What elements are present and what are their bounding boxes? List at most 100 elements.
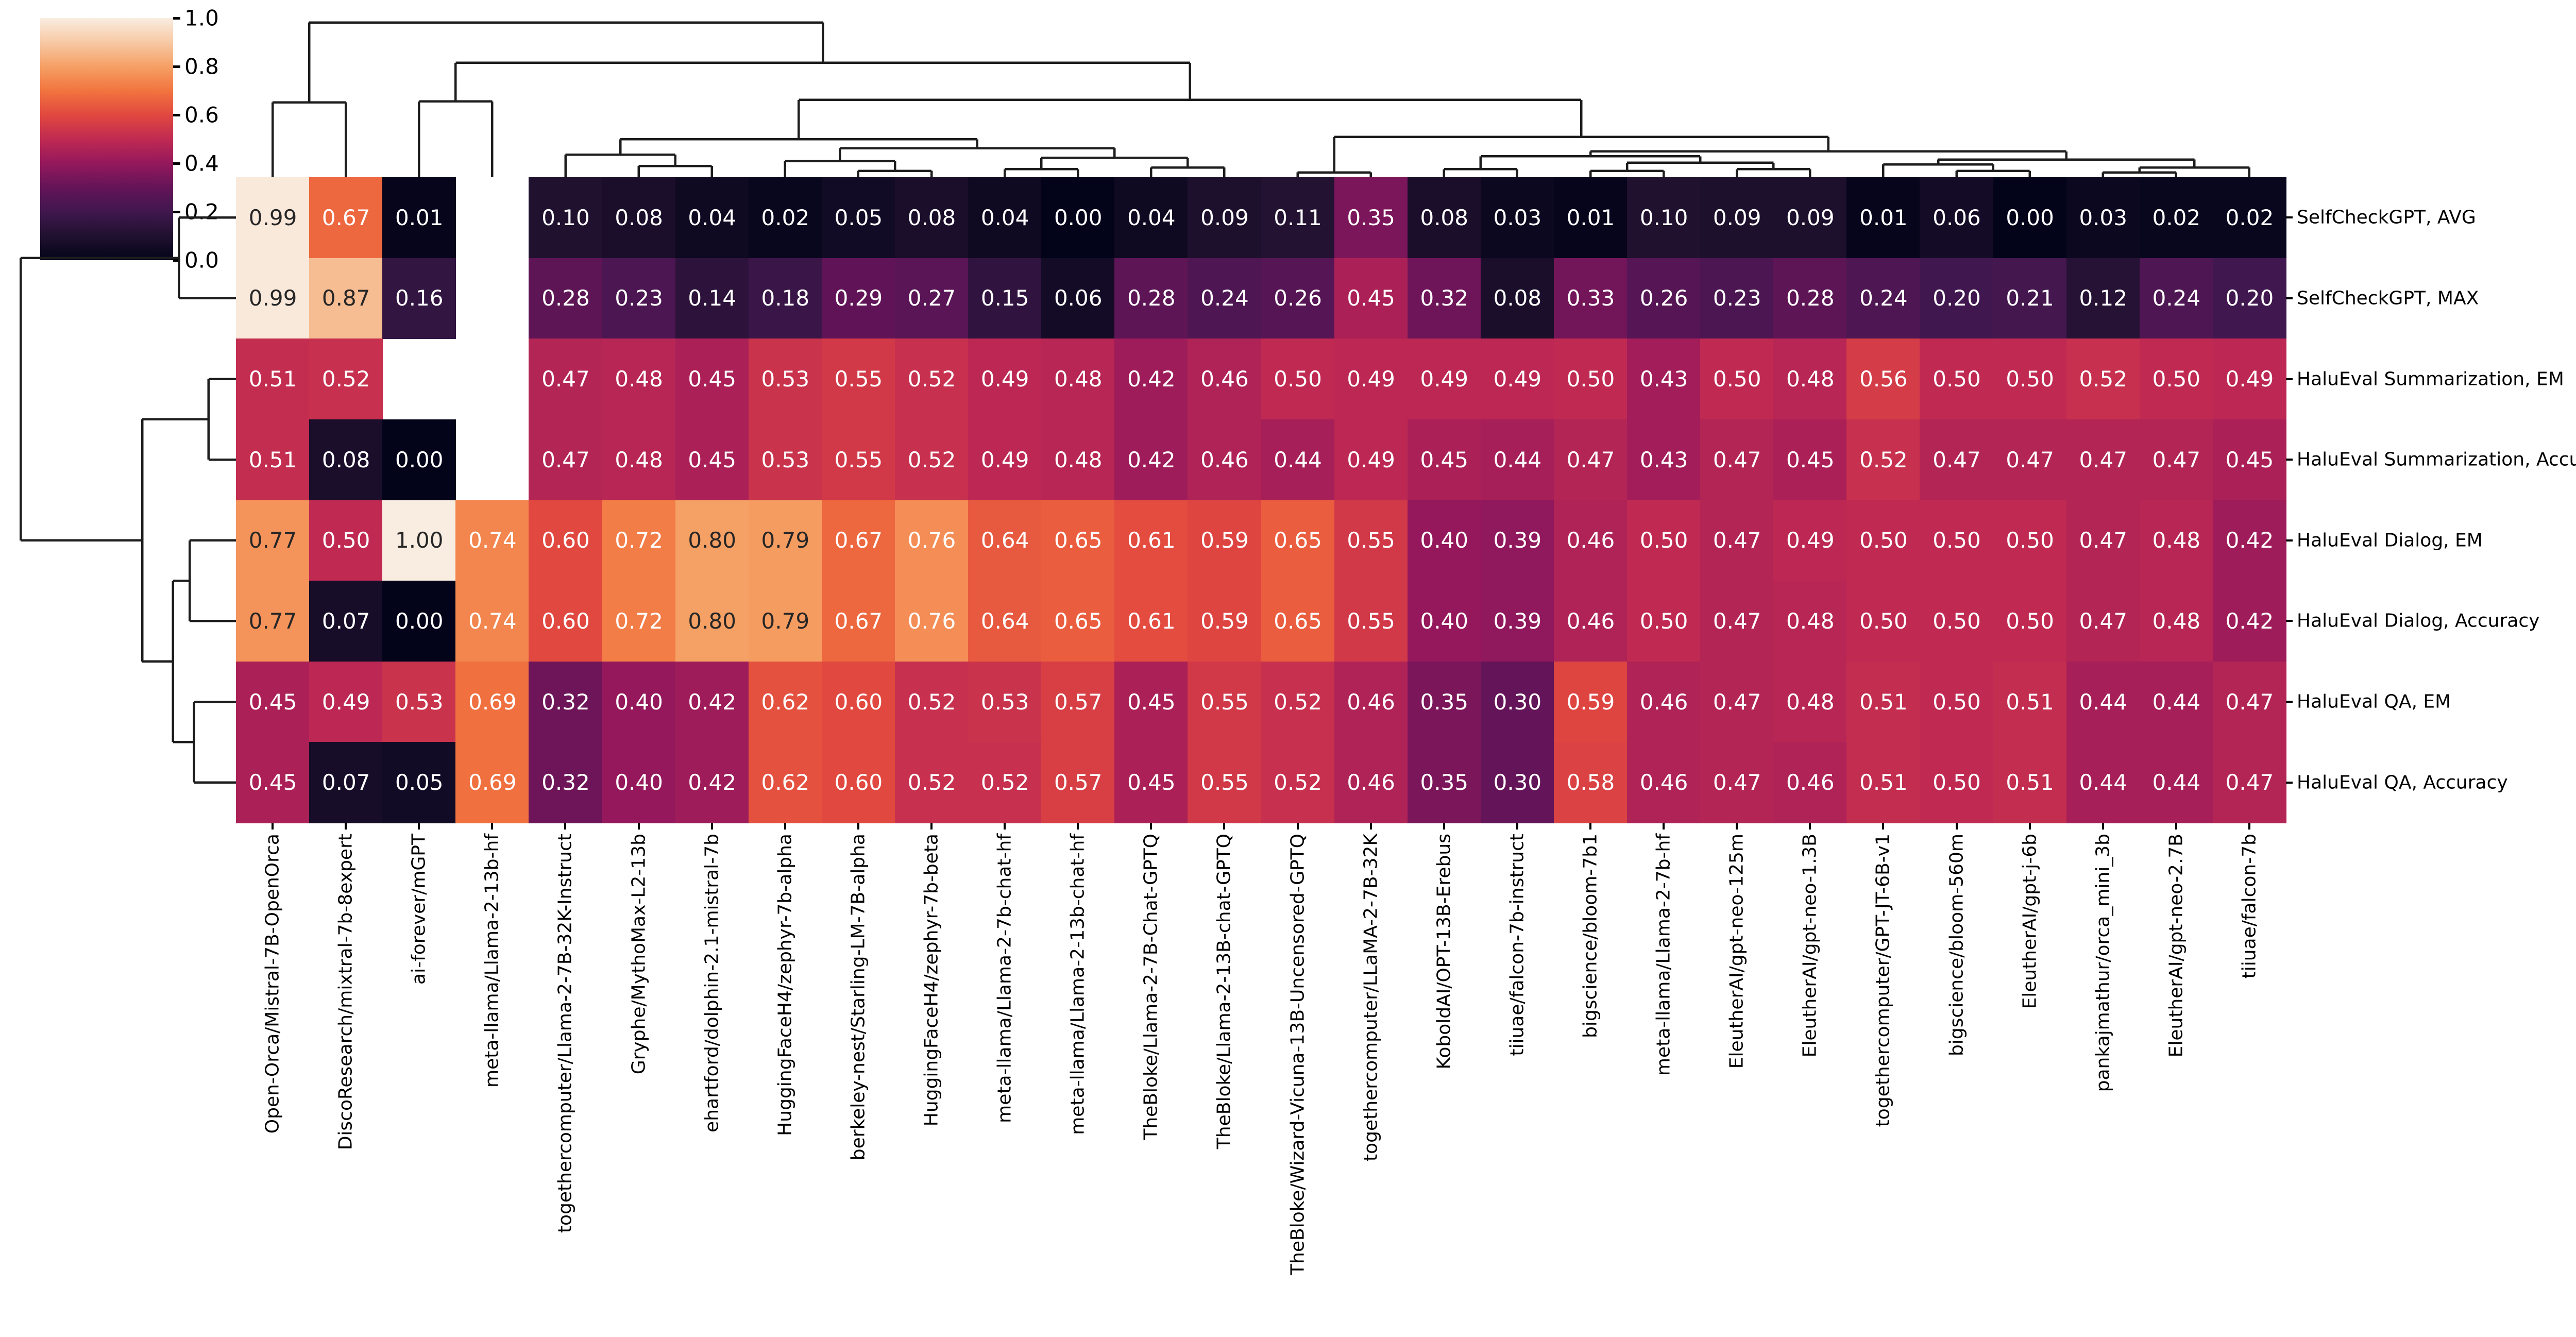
- heatmap-cell-value: 0.65: [1274, 528, 1322, 553]
- column-tick-label: EleutherAI/gpt-j-6b: [2019, 834, 2041, 1009]
- heatmap-cell-value: 0.48: [2152, 528, 2201, 553]
- heatmap-cell-value: 0.51: [248, 366, 297, 392]
- heatmap-cell-value: 0.42: [688, 689, 736, 715]
- heatmap-cell: 1.00: [382, 500, 456, 582]
- heatmap-cell-value: 0.72: [615, 528, 663, 553]
- heatmap-cell: 0.49: [968, 419, 1042, 501]
- heatmap-cell-value: 0.47: [2152, 447, 2201, 472]
- x-axis-tick-mark: [272, 823, 274, 830]
- heatmap-cell-value: 0.50: [2006, 608, 2054, 634]
- heatmap-cell-value: 0.65: [1054, 528, 1103, 553]
- heatmap-cell: 0.46: [1188, 419, 1262, 501]
- heatmap-cell: 0.50: [1920, 581, 1994, 662]
- heatmap-cell-value: 0.52: [2079, 366, 2127, 392]
- heatmap-cell: 0.45: [1773, 419, 1848, 501]
- heatmap-cell: 0.50: [2139, 339, 2213, 420]
- heatmap-cell: 0.46: [1773, 742, 1848, 823]
- heatmap-cell: 0.48: [1773, 339, 1848, 420]
- column-tick-label: togethercomputer/Llama-2-7B-32K-Instruct: [554, 834, 576, 1233]
- heatmap-cell-value: 0.49: [1420, 366, 1468, 392]
- y-axis-tick-mark: [2286, 459, 2293, 461]
- heatmap-cell: 0.00: [1041, 177, 1115, 259]
- heatmap-cell-value: 0.47: [1713, 608, 1761, 634]
- heatmap-cell-value: 0.42: [688, 770, 736, 796]
- heatmap-cell: 0.46: [1627, 661, 1701, 743]
- x-axis-tick-mark: [930, 823, 933, 830]
- heatmap-cell-value: 0.47: [1713, 770, 1761, 796]
- heatmap-cell: 0.65: [1261, 581, 1335, 662]
- heatmap-cell: 0.62: [748, 661, 822, 743]
- column-tick-label: EleutherAI/gpt-neo-2.7B: [2165, 834, 2187, 1058]
- heatmap-cell-value: 0.47: [2079, 608, 2127, 634]
- heatmap-cell: 0.28: [1114, 258, 1189, 340]
- heatmap-cell: 0.35: [1334, 177, 1408, 259]
- heatmap-cell: 0.00: [1993, 177, 2067, 259]
- heatmap-cell-value: 0.35: [1420, 770, 1468, 796]
- heatmap-cell-value: 0.74: [468, 608, 517, 634]
- heatmap-cell: 0.04: [968, 177, 1042, 259]
- heatmap-cell-value: 0.52: [1274, 770, 1322, 796]
- heatmap-cell: 0.07: [309, 742, 383, 823]
- heatmap-cell: 0.99: [236, 177, 310, 259]
- heatmap-cell: 0.35: [1407, 742, 1481, 823]
- heatmap-cell-value: 0.35: [1420, 689, 1468, 715]
- heatmap-cell-value: 0.60: [541, 608, 590, 634]
- heatmap-cell: 0.40: [1407, 500, 1481, 582]
- heatmap-cell: 0.53: [748, 419, 822, 501]
- heatmap-cell: 0.24: [2139, 258, 2213, 340]
- heatmap-cell-value: 0.64: [980, 608, 1029, 634]
- heatmap-cell: 0.50: [1627, 581, 1701, 662]
- x-axis-tick-mark: [491, 823, 494, 830]
- heatmap-cell-value: 0.00: [1054, 205, 1103, 230]
- row-tick-label: HaluEval Summarization, EM: [2297, 368, 2564, 390]
- heatmap-cell-value: 0.46: [1639, 689, 1688, 715]
- heatmap-cell: 0.50: [1920, 661, 1994, 743]
- heatmap-cell: 0.61: [1114, 500, 1189, 582]
- heatmap-cell: 0.50: [1846, 581, 1921, 662]
- heatmap-cell-value: 0.45: [248, 689, 297, 715]
- heatmap-cell-value: 0.44: [2152, 770, 2201, 796]
- heatmap-cell: 0.46: [1334, 742, 1408, 823]
- heatmap-cell-value: 0.69: [468, 689, 517, 715]
- heatmap-cell-value: 0.45: [1786, 447, 1835, 472]
- heatmap-cell-value: 0.45: [2225, 447, 2274, 472]
- x-axis-tick-mark: [1736, 823, 1738, 830]
- heatmap-cell-value: 0.46: [1566, 608, 1615, 634]
- heatmap-cell: 0.52: [894, 419, 969, 501]
- column-tick-label: TheBloke/Llama-2-13B-chat-GPTQ: [1213, 834, 1235, 1149]
- heatmap-cell: 0.24: [1846, 258, 1921, 340]
- colorbar-tick-label: 0.6: [184, 102, 219, 128]
- heatmap-cell: 0.08: [309, 419, 383, 501]
- heatmap-cell: 0.52: [894, 661, 969, 743]
- heatmap-cell-value: 0.03: [2079, 205, 2127, 230]
- heatmap-cell-value: 0.04: [688, 205, 736, 230]
- column-tick-label: tiiuae/falcon-7b-instruct: [1506, 834, 1528, 1056]
- heatmap-cell: 0.49: [1334, 339, 1408, 420]
- heatmap-cell: 0.08: [894, 177, 969, 259]
- heatmap-cell-value: 0.43: [1639, 447, 1688, 472]
- heatmap-cell-value: 0.09: [1200, 205, 1249, 230]
- heatmap-cell: 0.57: [1041, 661, 1115, 743]
- heatmap-cell-value: 0.00: [2006, 205, 2054, 230]
- heatmap-cell: 0.50: [309, 500, 383, 582]
- heatmap-cell: 0.23: [1700, 258, 1774, 340]
- heatmap-cell-value: 0.29: [834, 285, 883, 311]
- heatmap-cell-value: 0.05: [395, 770, 444, 796]
- heatmap-cell: 0.69: [455, 661, 530, 743]
- heatmap-cell-value: 0.44: [1274, 447, 1322, 472]
- heatmap-cell: 0.46: [1553, 500, 1628, 582]
- column-tick-label: meta-llama/Llama-2-13b-hf: [481, 834, 503, 1088]
- column-tick-label: Gryphe/MythoMax-L2-13b: [628, 834, 650, 1075]
- x-axis-tick-mark: [1296, 823, 1299, 830]
- heatmap-cell: 0.65: [1041, 581, 1115, 662]
- heatmap-cell: 0.55: [1188, 661, 1262, 743]
- heatmap-cell-value: 0.23: [1713, 285, 1761, 311]
- column-tick-label: togethercomputer/LLaMA-2-7B-32K: [1360, 834, 1382, 1161]
- column-tick-label: tiiuae/falcon-7b: [2239, 834, 2260, 979]
- column-tick-label: HuggingFaceH4/zephyr-7b-beta: [921, 834, 942, 1127]
- heatmap-cell: 0.48: [2139, 581, 2213, 662]
- heatmap-cell: 0.49: [1773, 500, 1848, 582]
- column-tick-label: togethercomputer/GPT-JT-6B-v1: [1872, 834, 1894, 1127]
- heatmap-cell-value: 1.00: [395, 528, 444, 553]
